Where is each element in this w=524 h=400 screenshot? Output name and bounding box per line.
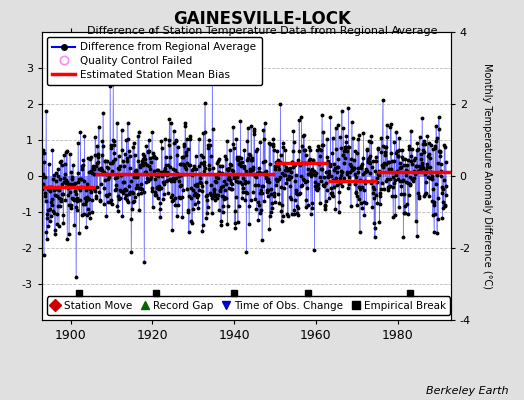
Text: Berkeley Earth: Berkeley Earth <box>426 386 508 396</box>
Text: GAINESVILLE-LOCK: GAINESVILLE-LOCK <box>173 10 351 28</box>
Text: Difference of Station Temperature Data from Regional Average: Difference of Station Temperature Data f… <box>87 26 437 36</box>
Y-axis label: Monthly Temperature Anomaly Difference (°C): Monthly Temperature Anomaly Difference (… <box>482 63 492 289</box>
Legend: Station Move, Record Gap, Time of Obs. Change, Empirical Break: Station Move, Record Gap, Time of Obs. C… <box>47 296 450 315</box>
